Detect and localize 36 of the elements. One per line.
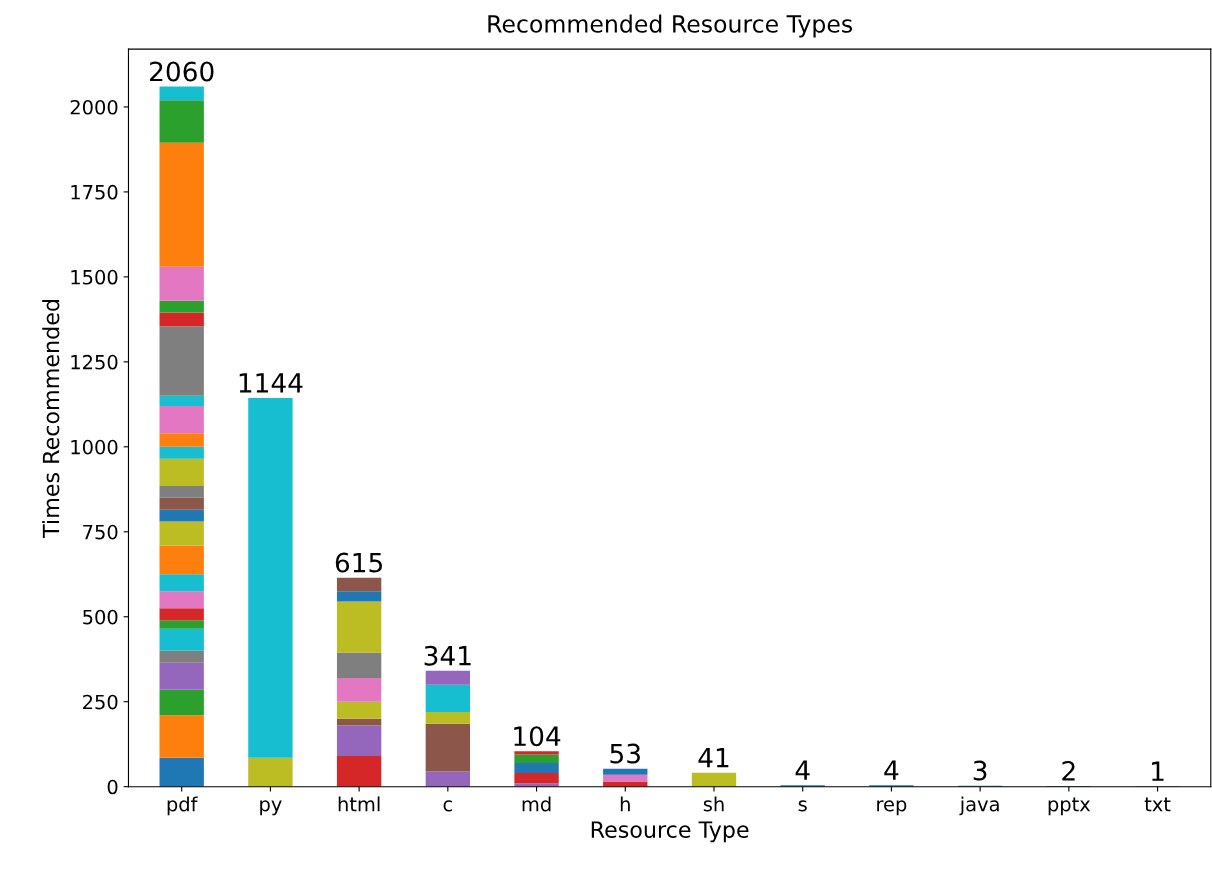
x-tick-label: html [338, 796, 380, 812]
x-tick-label: py [260, 800, 282, 816]
y-tick-label: 500 [83, 609, 118, 625]
y-tick-label: 1250 [71, 354, 118, 370]
x-axis-title: Resource Type [591, 821, 749, 843]
y-tick-label: 250 [83, 694, 118, 710]
x-tick-label: rep [877, 800, 907, 816]
x-tick-label: md [522, 796, 551, 812]
y-tick-label: 0 [107, 779, 118, 795]
x-tick-label: h [620, 796, 630, 812]
total-label: 4 [795, 760, 810, 780]
y-tick-label: 1750 [71, 184, 118, 200]
y-tick-label: 1000 [71, 439, 118, 455]
x-tick-label: pdf [167, 796, 198, 816]
y-tick-label: 1500 [71, 269, 118, 285]
total-label: 104 [514, 726, 561, 747]
x-tick-label: s [798, 800, 807, 812]
x-tick-label: pptx [1048, 797, 1091, 816]
total-label: 4 [884, 760, 899, 780]
y-tick-label: 2000 [70, 99, 118, 115]
x-tick-label: txt [1144, 797, 1171, 812]
total-label: 1144 [239, 373, 303, 393]
total-label: 1 [1152, 761, 1164, 781]
y-axis-title: Times Recommended [42, 300, 60, 538]
y-tick-label: 750 [83, 524, 118, 540]
total-label: 2060 [150, 61, 214, 82]
total-label: 3 [973, 760, 987, 781]
chart-title: Recommended Resource Types [488, 14, 853, 38]
x-tick-label: java [959, 796, 999, 816]
x-tick-label: c [443, 800, 452, 812]
total-label: 2 [1062, 760, 1075, 781]
total-label: 41 [698, 748, 729, 768]
total-label: 341 [424, 645, 471, 666]
total-label: 53 [610, 743, 640, 764]
total-label: 615 [335, 552, 383, 573]
x-tick-label: sh [703, 796, 724, 812]
